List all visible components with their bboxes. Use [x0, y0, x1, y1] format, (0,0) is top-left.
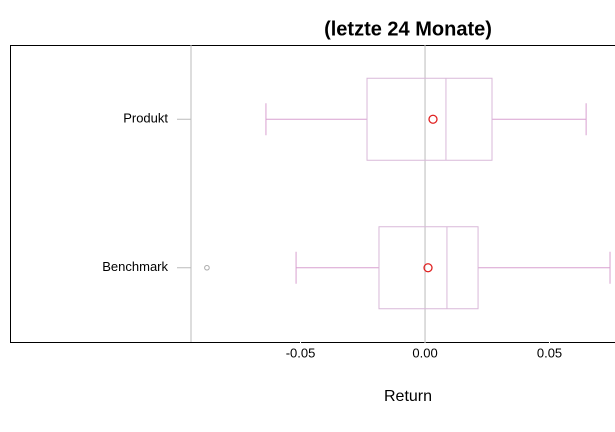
mean-point [428, 114, 438, 124]
y-tick-label: Produkt [123, 111, 168, 126]
x-tick-label: -0.05 [286, 345, 316, 360]
x-axis-label: Return [384, 388, 432, 405]
y-tick-label: Benchmark [102, 259, 168, 274]
x-tick-label: 0.00 [412, 345, 437, 360]
plot-frame [10, 45, 615, 343]
box [378, 226, 479, 310]
x-tick-label: 0.05 [537, 345, 562, 360]
mean-point [423, 263, 433, 273]
chart-title: (letzte 24 Monate) [324, 18, 492, 40]
box [366, 77, 493, 161]
outlier [204, 264, 210, 271]
